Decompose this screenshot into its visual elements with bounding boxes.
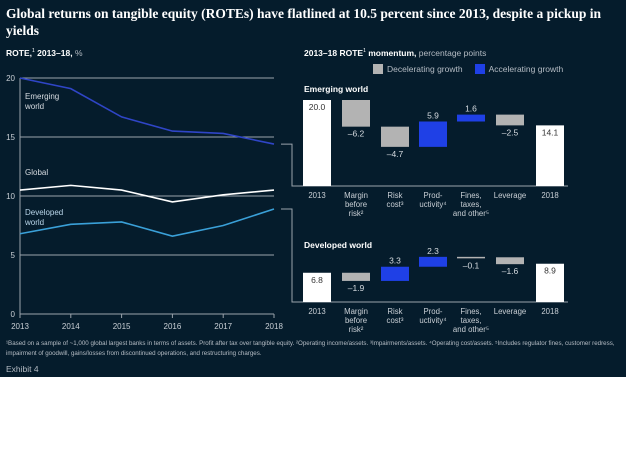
footnote: ¹Based on a sample of ~1,000 global larg…: [6, 340, 615, 357]
legend-label-decelerating: Decelerating growth: [387, 64, 463, 74]
developed-data-label-0: 6.8: [311, 275, 323, 285]
emerging-data-label-2: –4.7: [387, 149, 404, 159]
exhibit-label: Exhibit 4: [6, 364, 39, 374]
emerging-data-label-0: 20.0: [309, 102, 326, 112]
right-subtitle-unit: percentage points: [416, 48, 487, 58]
right-subtitle-footnote: 1: [363, 48, 366, 55]
series-label-emerging-world: world: [24, 102, 44, 111]
developed-data-label-5: –1.6: [502, 266, 519, 276]
emerging-category-label-3: Prod-: [423, 191, 442, 200]
series-line-developed-world: [19, 208, 275, 237]
y-tick-label-5: 5: [11, 251, 16, 260]
charts-svg: 0 5 10 15 20 2013 2014 2015 2016 2017 2018 Emerging…: [6, 74, 568, 334]
exhibit-panel: Global returns on tangible equity (ROTEs…: [0, 0, 626, 377]
developed-bar-3: [419, 256, 447, 267]
emerging-bar-5: [496, 114, 524, 126]
right-chart-subtitle: 2013–18 ROTE1 momentum, percentage point…: [304, 48, 486, 58]
developed-data-label-4: –0.1: [463, 260, 480, 270]
emerging-category-label-4: taxes,: [461, 200, 482, 209]
series-line-global: [19, 184, 275, 203]
x-tick-label-2014: 2014: [62, 322, 80, 331]
emerging-data-label-1: –6.2: [348, 129, 365, 139]
y-tick-label-15: 15: [6, 133, 15, 142]
developed-category-label-4: Fines,: [460, 307, 481, 316]
x-tick-label-2015: 2015: [113, 322, 131, 331]
series-line-emerging-world: [19, 77, 275, 145]
legend-label-accelerating: Accelerating growth: [488, 64, 564, 74]
left-subtitle-footnote: 1: [31, 48, 35, 55]
developed-category-label-4: taxes,: [461, 316, 482, 325]
emerging-bar-4: [457, 114, 485, 122]
right-subtitle-momentum: momentum,: [365, 48, 417, 58]
developed-category-label-3: Prod-: [423, 307, 442, 316]
legend-swatch-decelerating: [373, 64, 383, 74]
emerging-data-label-3: 5.9: [427, 111, 439, 121]
emerging-category-label-3: uctivity⁴: [419, 200, 446, 209]
emerging-title: Emerging world: [304, 84, 368, 94]
legend: Decelerating growth Accelerating growth: [373, 64, 563, 74]
emerging-category-label-1: Margin: [344, 191, 368, 200]
emerging-category-label-2: cost³: [387, 200, 404, 209]
developed-category-label-1: risk²: [349, 325, 364, 334]
connector-emerging: [281, 143, 300, 187]
emerging-category-label-5: Leverage: [494, 191, 527, 200]
series-label-developed-world: world: [24, 218, 44, 227]
left-subtitle-years: 2013–18,: [34, 48, 73, 58]
series-label-emerging-world: Emerging: [25, 92, 59, 101]
chart-title: Global returns on tangible equity (ROTEs…: [6, 6, 602, 38]
y-tick-label-0: 0: [11, 310, 16, 319]
left-subtitle-bold: ROTE,: [6, 48, 32, 58]
developed-title: Developed world: [304, 240, 372, 250]
developed-bar-4: [457, 256, 485, 259]
series-label-global: Global: [25, 168, 48, 177]
developed-category-label-2: cost³: [387, 316, 404, 325]
developed-category-label-1: before: [345, 316, 367, 325]
emerging-data-label-4: 1.6: [465, 104, 477, 114]
x-tick-label-2018: 2018: [265, 322, 283, 331]
developed-data-label-2: 3.3: [389, 256, 401, 266]
developed-bar-6: [536, 263, 564, 302]
developed-bar-2: [381, 266, 409, 281]
emerging-data-label-6: 14.1: [542, 127, 559, 137]
developed-category-label-4: and other⁵: [453, 325, 489, 334]
legend-swatch-accelerating: [474, 64, 485, 74]
emerging-category-label-4: Fines,: [460, 191, 481, 200]
emerging-bar-3: [419, 121, 447, 147]
developed-category-label-2: Risk: [387, 307, 402, 316]
emerging-category-label-0: 2013: [308, 191, 325, 200]
right-subtitle-bold: 2013–18 ROTE: [304, 48, 364, 58]
left-subtitle-unit: %: [72, 48, 83, 58]
developed-category-label-3: uctivity⁴: [419, 316, 446, 325]
connector-developed: [281, 208, 300, 303]
developed-data-label-1: –1.9: [348, 283, 365, 293]
emerging-bar-1: [342, 100, 370, 127]
series-label-developed-world: Developed: [25, 208, 63, 217]
emerging-bar-0: [303, 100, 331, 186]
emerging-category-label-1: risk²: [349, 209, 364, 218]
developed-bar-5: [496, 257, 524, 265]
developed-data-label-6: 8.9: [544, 266, 556, 276]
developed-category-label-5: Leverage: [494, 307, 527, 316]
emerging-category-label-4: and other⁵: [453, 209, 489, 218]
developed-category-label-0: 2013: [308, 307, 325, 316]
emerging-bar-6: [536, 125, 564, 186]
y-tick-label-10: 10: [6, 192, 15, 201]
x-tick-label-2017: 2017: [214, 322, 232, 331]
emerging-category-label-6: 2018: [541, 191, 558, 200]
emerging-category-label-2: Risk: [387, 191, 402, 200]
developed-data-label-3: 2.3: [427, 246, 439, 256]
x-tick-label-2013: 2013: [11, 322, 29, 331]
emerging-category-label-1: before: [345, 200, 367, 209]
x-tick-label-2016: 2016: [164, 322, 182, 331]
developed-bar-1: [342, 272, 370, 281]
y-tick-label-20: 20: [6, 74, 15, 83]
developed-category-label-6: 2018: [541, 307, 558, 316]
left-chart-subtitle: ROTE,1 2013–18, %: [6, 48, 83, 58]
developed-bar-0: [303, 272, 331, 302]
emerging-data-label-5: –2.5: [502, 127, 519, 137]
emerging-bar-2: [381, 126, 409, 147]
developed-category-label-1: Margin: [344, 307, 368, 316]
